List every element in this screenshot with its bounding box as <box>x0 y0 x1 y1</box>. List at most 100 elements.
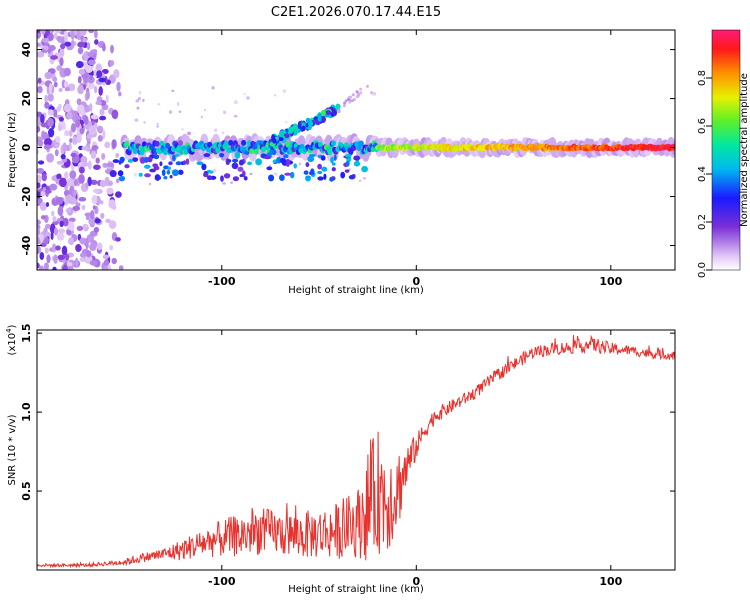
heatmap-cell <box>358 179 362 182</box>
heatmap-cell <box>68 129 73 137</box>
heatmap-cell <box>241 139 247 146</box>
heatmap-cell <box>290 171 295 179</box>
heatmap-cell <box>78 68 86 75</box>
heatmap-cell <box>62 124 66 130</box>
heatmap-cell <box>89 243 97 251</box>
heatmap-cell <box>53 227 59 236</box>
heatmap-cell <box>64 130 70 137</box>
heatmap-cell <box>115 191 122 198</box>
heatmap-cell <box>92 205 96 210</box>
heatmap-cell <box>82 223 89 229</box>
heatmap-cell <box>238 159 244 166</box>
heatmap-cell <box>57 124 63 132</box>
heatmap-cell <box>323 173 327 180</box>
heatmap-cell <box>330 156 334 164</box>
heatmap-cell <box>342 104 346 108</box>
heatmap-cell <box>81 146 89 151</box>
heatmap-cell <box>178 140 183 147</box>
heatmap-cell <box>50 55 59 60</box>
heatmap-cell <box>303 170 309 175</box>
heatmap-cell <box>37 246 40 254</box>
heatmap-cell <box>109 60 115 67</box>
heatmap-cell <box>65 208 71 213</box>
heatmap-cell <box>37 77 42 84</box>
heatmap-cell <box>153 165 160 171</box>
heatmap-cell <box>232 176 239 182</box>
heatmap-cell <box>70 152 77 158</box>
chart-title: C2E1.2026.070.17.44.E15 <box>271 5 441 20</box>
heatmap-cell <box>48 127 55 138</box>
heatmap-cell <box>37 42 41 47</box>
heatmap-cell <box>66 111 73 120</box>
heatmap-cell <box>124 140 130 147</box>
heatmap-cell <box>51 243 57 253</box>
heatmap-cell <box>134 172 137 177</box>
heatmap-cell <box>172 154 176 162</box>
y-tick-label: 20 <box>20 91 33 107</box>
heatmap-cell <box>66 194 74 204</box>
snr-series-line <box>37 334 675 569</box>
heatmap-cell <box>87 59 96 66</box>
colorbar-axes: 0.0 0.2 0.4 0.6 0.8 <box>697 70 712 278</box>
heatmap-cell <box>93 226 100 233</box>
x-tick-label: 100 <box>599 275 622 288</box>
heatmap-cell <box>86 82 95 90</box>
heatmap-cell <box>154 140 160 147</box>
heatmap-cell <box>166 169 171 175</box>
heatmap-cell <box>120 156 125 164</box>
heatmap-cell <box>93 85 98 94</box>
heatmap-cell <box>57 254 66 260</box>
heatmap-cell <box>47 48 52 54</box>
heatmap-cell <box>243 93 246 96</box>
heatmap-cell <box>174 153 180 157</box>
heatmap-cell <box>99 115 107 121</box>
heatmap-cell <box>320 109 326 117</box>
heatmap-cell <box>308 153 316 158</box>
heatmap-cell <box>87 176 92 187</box>
heatmap-cell <box>40 122 49 128</box>
heatmap-cell <box>143 120 146 124</box>
heatmap-cell <box>220 175 224 182</box>
heatmap-cell <box>237 166 244 172</box>
heatmap-cell <box>37 219 41 225</box>
heatmap-cell <box>90 179 98 186</box>
heatmap-cell <box>215 147 221 154</box>
heatmap-cell <box>321 166 328 172</box>
colorbar-tick-label: 0.0 <box>697 262 708 278</box>
heatmap-cell <box>138 172 143 177</box>
heatmap-cell <box>75 60 84 69</box>
heatmap-cell <box>79 252 87 258</box>
heatmap-cell <box>168 161 173 166</box>
x-tick-label: -100 <box>208 275 236 288</box>
heatmap-cell <box>283 154 289 159</box>
heatmap-cell <box>177 102 180 106</box>
heatmap-cell <box>85 65 93 74</box>
heatmap-cell <box>94 39 99 45</box>
heatmap-cell <box>37 167 45 174</box>
heatmap-cell <box>344 169 350 173</box>
heatmap-cell <box>103 265 109 270</box>
heatmap-cell <box>91 145 99 151</box>
heatmap-cell <box>143 156 149 163</box>
heatmap-cell <box>102 162 108 168</box>
heatmap-cell <box>112 204 117 210</box>
heatmap-cell <box>247 161 253 166</box>
heatmap-cell <box>59 47 65 58</box>
heatmap-cell <box>43 45 49 51</box>
heatmap-cell <box>231 162 239 170</box>
snr-ylabel: SNR (10 * v/v) <box>7 414 18 485</box>
heatmap-cell <box>118 91 122 97</box>
heatmap-cell <box>54 143 60 148</box>
y-tick-label: 1.5 <box>20 323 33 343</box>
heatmap-cell <box>372 91 377 96</box>
heatmap-cell <box>59 177 67 188</box>
heatmap-cell <box>137 97 141 101</box>
heatmap-cell <box>46 254 51 264</box>
heatmap-cell <box>53 254 58 264</box>
heatmap-cell <box>73 179 78 186</box>
x-tick-label: 100 <box>599 575 622 588</box>
heatmap-cell <box>317 176 324 181</box>
heatmap-cell <box>52 140 57 146</box>
heatmap-cell <box>37 30 41 33</box>
heatmap-cell <box>330 140 336 147</box>
